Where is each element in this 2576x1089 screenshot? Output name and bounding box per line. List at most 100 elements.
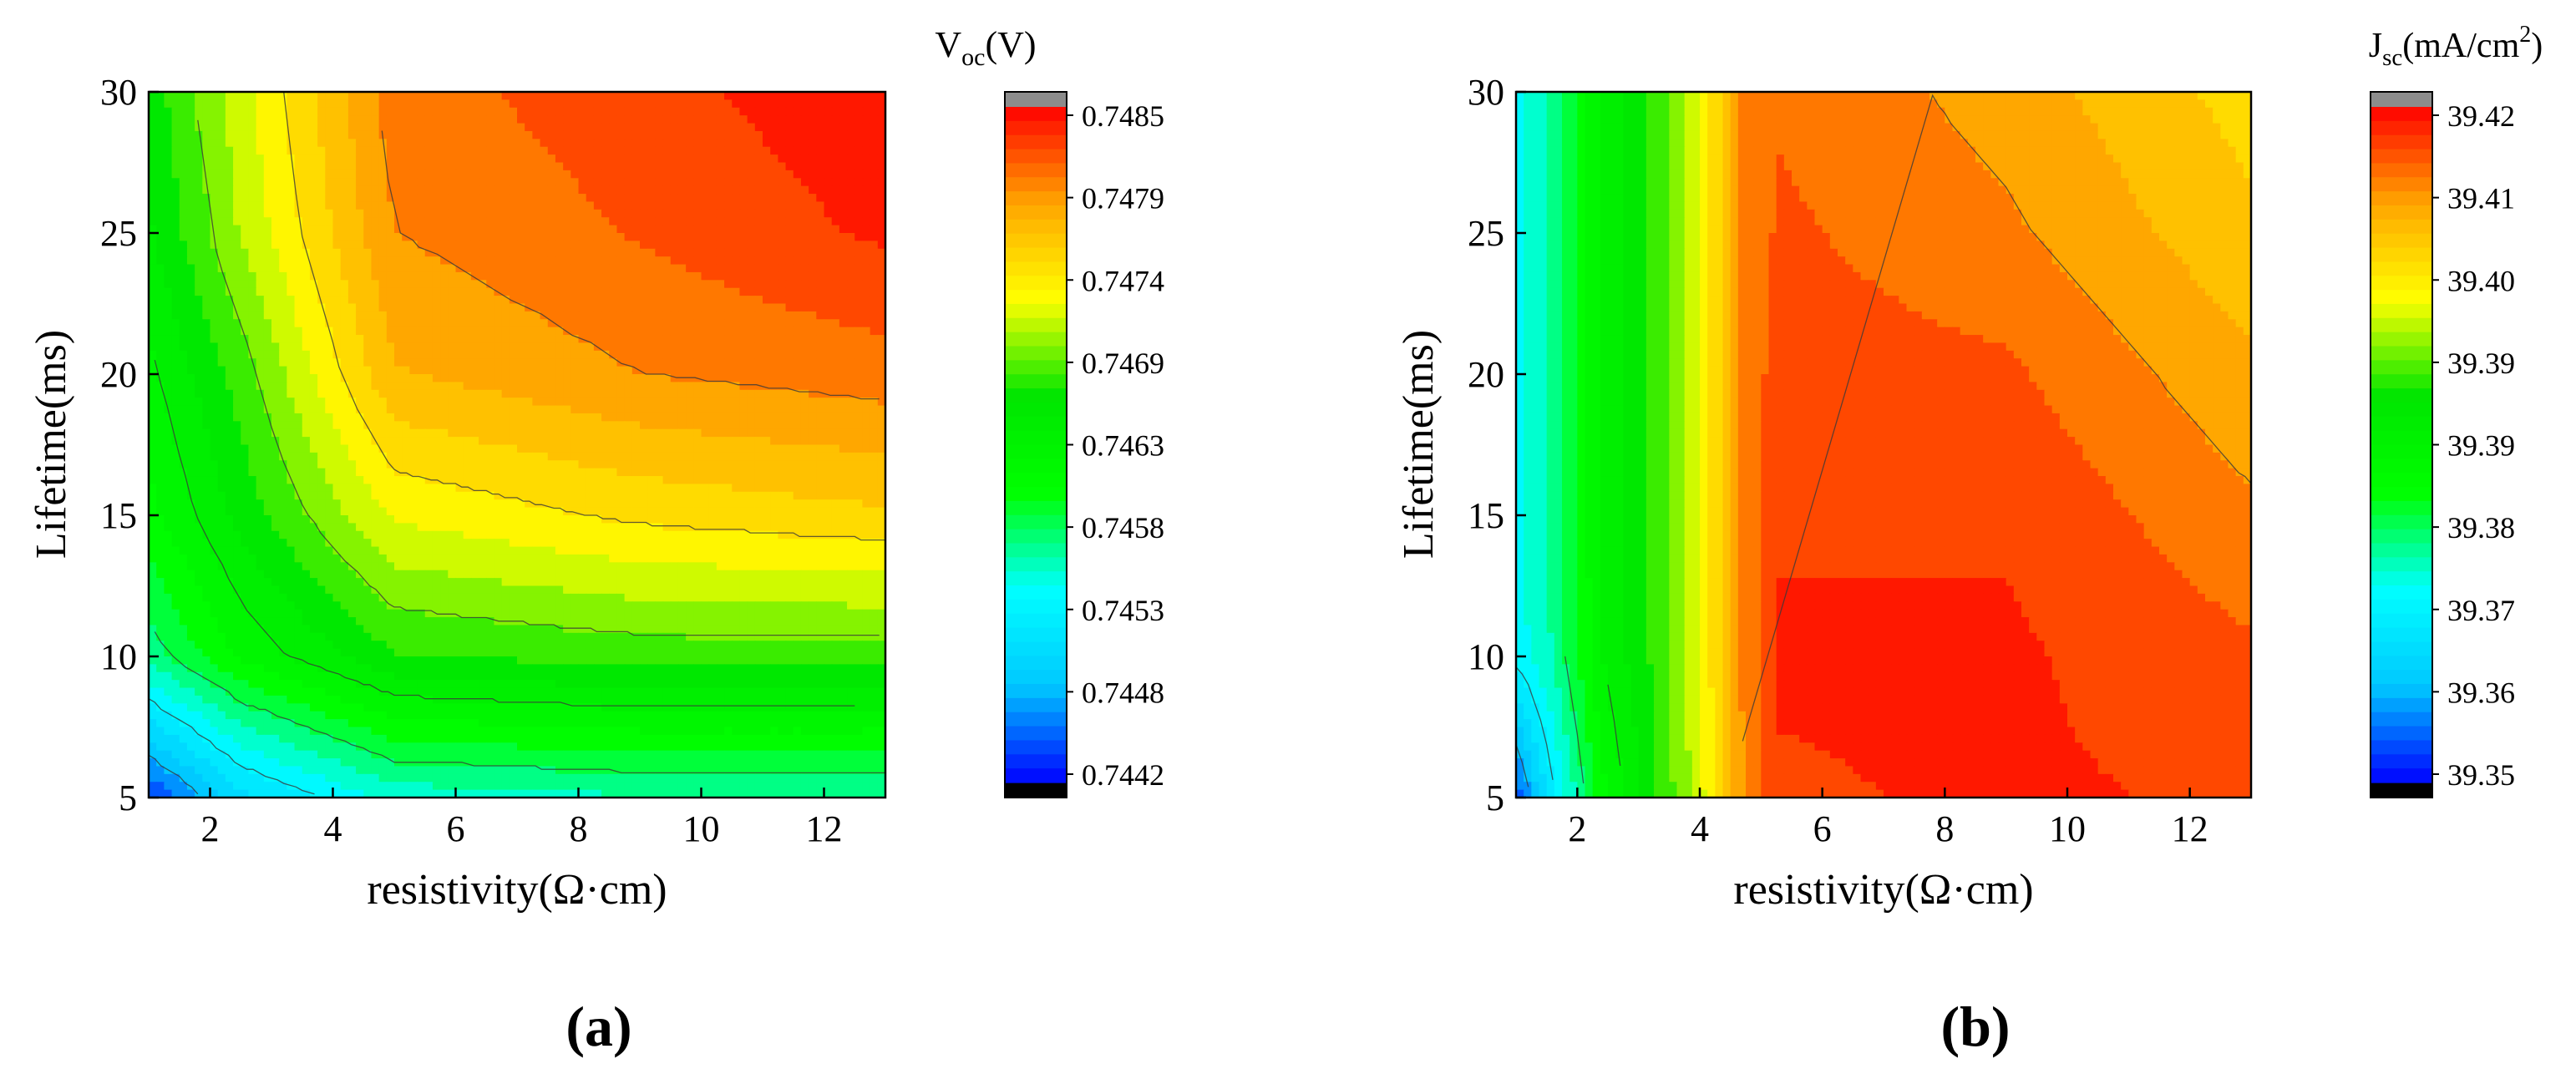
contour-cell xyxy=(847,335,855,344)
contour-cell xyxy=(263,398,272,407)
contour-cell xyxy=(210,374,219,382)
contour-cell xyxy=(593,413,602,422)
contour-cell xyxy=(770,460,778,469)
contour-cell xyxy=(809,201,817,210)
contour-cell xyxy=(547,248,556,257)
contour-cell xyxy=(287,287,296,296)
contour-cell xyxy=(555,468,564,477)
contour-cell xyxy=(402,484,410,493)
contour-cell xyxy=(448,460,457,469)
contour-cell xyxy=(839,342,848,352)
contour-cell xyxy=(217,248,226,257)
contour-cell xyxy=(739,209,748,218)
contour-cell xyxy=(747,248,756,257)
contour-cell xyxy=(809,421,817,430)
contour-cell xyxy=(624,342,633,352)
contour-cell xyxy=(347,421,357,430)
contour-cell xyxy=(509,342,518,352)
contour-cell xyxy=(440,248,449,257)
contour-cell xyxy=(210,99,219,109)
contour-cell xyxy=(631,311,641,320)
contour-cell xyxy=(271,491,280,500)
contour-cell xyxy=(770,358,778,367)
contour-cell xyxy=(785,287,794,296)
contour-cell xyxy=(287,405,296,414)
contour-cell xyxy=(271,303,280,312)
contour-cell xyxy=(501,271,510,281)
contour-cell xyxy=(724,115,733,124)
contour-cell xyxy=(739,92,748,100)
contour-cell xyxy=(732,327,741,336)
contour-cell xyxy=(271,107,280,116)
contour-cell xyxy=(347,225,357,234)
contour-cell xyxy=(601,296,610,305)
contour-cell xyxy=(693,107,702,116)
contour-cell xyxy=(432,201,441,210)
contour-cell xyxy=(563,107,571,116)
contour-cell xyxy=(279,185,287,195)
contour-cell xyxy=(509,366,518,375)
contour-cell xyxy=(593,194,602,203)
contour-cell xyxy=(839,413,848,422)
contour-cell xyxy=(816,209,825,218)
contour-cell xyxy=(479,350,487,359)
contour-cell xyxy=(763,311,771,320)
contour-cell xyxy=(424,271,434,281)
contour-cell xyxy=(302,92,311,100)
contour-cell xyxy=(532,382,541,391)
contour-cell xyxy=(186,476,195,485)
contour-cell xyxy=(217,130,226,139)
contour-cell xyxy=(662,170,672,179)
contour-cell xyxy=(371,491,380,500)
contour-cell xyxy=(486,241,495,250)
contour-cell xyxy=(448,444,457,453)
contour-cell xyxy=(839,374,848,382)
contour-cell xyxy=(839,287,848,296)
contour-cell xyxy=(486,209,495,218)
contour-cell xyxy=(517,123,525,132)
contour-cell xyxy=(555,107,564,116)
contour-cell xyxy=(470,271,479,281)
contour-cell xyxy=(509,296,518,305)
contour-cell xyxy=(555,139,564,148)
contour-cell xyxy=(424,217,434,226)
contour-cell xyxy=(747,382,756,391)
contour-cell xyxy=(217,154,226,164)
contour-cell xyxy=(854,209,864,218)
contour-cell xyxy=(386,170,395,179)
contour-cell xyxy=(716,248,725,257)
contour-cell xyxy=(778,178,787,187)
contour-cell xyxy=(279,413,287,422)
contour-cell xyxy=(586,130,595,139)
contour-cell xyxy=(593,374,602,382)
contour-cell xyxy=(847,123,855,132)
contour-cell xyxy=(210,484,219,493)
contour-cell xyxy=(424,256,434,266)
contour-cell xyxy=(716,130,725,139)
contour-cell xyxy=(241,256,250,266)
contour-cell xyxy=(171,217,180,226)
contour-cell xyxy=(302,233,311,241)
contour-cell xyxy=(686,233,694,241)
contour-cell xyxy=(732,311,741,320)
contour-cell xyxy=(708,342,718,352)
contour-cell xyxy=(501,413,510,422)
contour-cell xyxy=(862,452,871,461)
contour-cell xyxy=(470,421,479,430)
contour-cell xyxy=(271,139,280,148)
contour-cell xyxy=(824,92,833,100)
contour-cell xyxy=(263,178,272,187)
contour-cell xyxy=(647,233,656,241)
contour-cell xyxy=(570,99,580,109)
contour-cell xyxy=(241,303,250,312)
contour-cell xyxy=(763,92,771,100)
contour-cell xyxy=(686,107,694,116)
contour-cell xyxy=(640,264,648,273)
contour-cell xyxy=(586,154,595,164)
contour-cell xyxy=(677,421,687,430)
contour-cell xyxy=(386,398,395,407)
contour-cell xyxy=(640,287,648,296)
contour-cell xyxy=(448,342,457,352)
contour-cell xyxy=(332,366,342,375)
contour-cell xyxy=(256,405,265,414)
